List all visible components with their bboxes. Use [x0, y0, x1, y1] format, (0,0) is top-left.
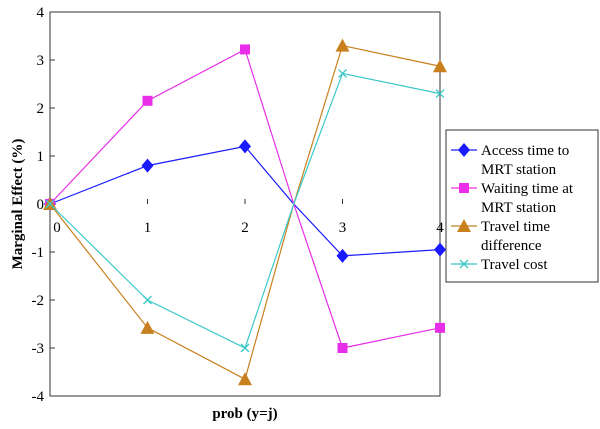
x-tick-label: 0 [53, 220, 61, 236]
data-point [335, 38, 350, 52]
x-tick-label: 4 [436, 220, 444, 236]
legend-label: Travel time [481, 219, 550, 235]
y-tick-label: -2 [32, 293, 45, 309]
data-point [240, 343, 250, 353]
y-tick-label: 0 [37, 197, 45, 213]
legend-label: MRT station [481, 162, 557, 178]
data-point [435, 322, 445, 333]
y-tick-label: -4 [32, 389, 45, 405]
data-point [142, 95, 153, 106]
legend-swatch-marker [458, 143, 470, 157]
y-axis-label: Marginal Effect (%) [10, 139, 26, 270]
legend-label: Travel cost [481, 257, 548, 273]
x-axis-label: prob (y=j) [212, 406, 277, 422]
data-point [336, 248, 349, 263]
data-point [239, 139, 251, 154]
data-point [434, 242, 446, 257]
y-tick-label: 1 [37, 149, 45, 165]
legend-entry: Travel cost [451, 257, 548, 273]
data-point [338, 68, 347, 78]
series-line [49, 72, 441, 349]
data-point [240, 44, 250, 55]
series-line [49, 44, 441, 381]
data-point [143, 295, 152, 305]
y-tick-label: 4 [37, 5, 45, 21]
legend-swatch-marker [457, 219, 471, 232]
data-point [141, 158, 154, 173]
legend-swatch-marker [459, 259, 469, 269]
legend-entry: Waiting time at MRT station [451, 181, 574, 216]
data-point [337, 343, 348, 353]
data-point [433, 59, 447, 73]
data-point [435, 89, 445, 99]
legend-label: Waiting time at [481, 181, 574, 197]
data-point [45, 199, 55, 209]
legend-entry: Travel time difference [451, 219, 550, 254]
legend-label: Access time to [481, 143, 569, 159]
data-point [140, 320, 155, 334]
series-layer [43, 38, 447, 386]
x-tick-label: 1 [144, 220, 152, 236]
x-tick-label: 2 [241, 220, 249, 236]
legend-entry: Access time to MRT station [451, 143, 569, 178]
y-tick-label: -3 [32, 341, 45, 357]
y-tick-label: 3 [37, 53, 45, 69]
legend-box [445, 129, 599, 283]
legend-swatch-marker [459, 183, 469, 193]
y-tick-label: -1 [32, 245, 45, 261]
y-axis-ticks: 4 3 2 1 0 -1 -2 -3 -4 [32, 5, 55, 405]
data-point [238, 372, 252, 386]
series-line [49, 48, 441, 349]
y-tick-label: 2 [37, 101, 45, 117]
x-axis-ticks: 0 1 2 3 4 [49, 199, 444, 236]
x-tick-label: 3 [339, 220, 347, 236]
legend-label: MRT station [481, 200, 557, 216]
series-line [49, 145, 441, 257]
legend-label: difference [481, 238, 542, 254]
